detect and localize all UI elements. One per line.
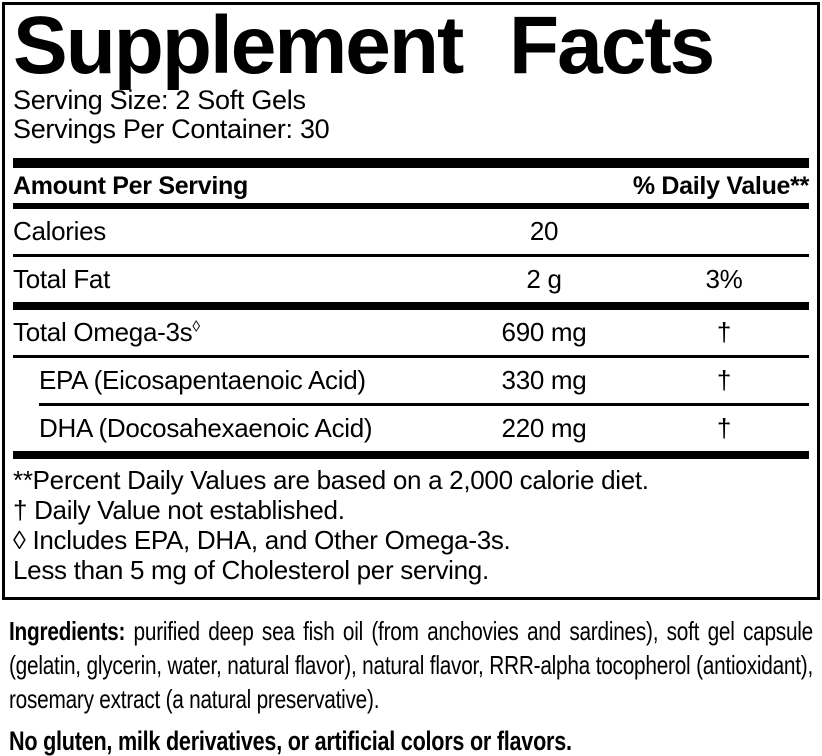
footnote-percent-daily-value: **Percent Daily Values are based on a 2,… [13,464,649,495]
nutrient-daily-value: † [716,316,732,347]
allergen-statement: No gluten, milk derivatives, or artifici… [9,725,572,756]
nutrient-amount: 690 mg [501,316,587,347]
divider-heavy-bottom [13,450,809,459]
nutrient-daily-value: † [716,364,732,395]
nutrient-name: EPA (Eicosapentaenoic Acid) [39,364,366,395]
nutrient-row-dha: DHA (Docosahexaenoic Acid) 220 mg † [13,406,809,451]
nutrient-row-total-fat: Total Fat 2 g 3% [13,257,809,302]
ingredients-text: purified deep sea fish oil (from anchovi… [9,615,814,714]
diamond-footnote-marker: ◊ [192,318,200,336]
footnote-cholesterol: Less than 5 mg of Cholesterol per servin… [13,554,489,585]
nutrient-name: DHA (Docosahexaenoic Acid) [39,412,373,443]
row-separator [13,253,809,257]
column-header-row: Amount Per Serving % Daily Value** [13,168,809,203]
nutrient-row-calories: Calories 20 [13,209,809,254]
row-separator-indented [39,402,809,406]
nutrient-amount: 2 g [526,263,562,294]
nutrient-name: Calories [13,215,106,246]
servings-per-container: Servings Per Container: 30 [13,113,330,144]
footnote-diamond: ◊ Includes EPA, DHA, and Other Omega-3s. [13,524,511,555]
divider-heavy-mid [13,301,809,310]
divider-medium [13,202,809,209]
nutrient-amount: 220 mg [501,412,587,443]
divider-thick-top [13,157,809,168]
below-box-section: Ingredients: purified deep sea fish oil … [0,602,822,756]
ingredients-label: Ingredients: [9,615,126,646]
ingredients-paragraph: Ingredients: purified deep sea fish oil … [9,614,813,716]
nutrient-amount: 20 [529,215,559,246]
label-title: Supplement Facts [13,0,715,91]
nutrient-name: Total Omega-3s◊ [13,316,449,347]
nutrient-name-text: Total Omega-3s [13,316,193,347]
nutrient-row-total-omega3: Total Omega-3s◊ 690 mg † [13,310,809,355]
daily-value-header: % Daily Value** [632,171,809,200]
facts-box: Supplement Facts Serving Size: 2 Soft Ge… [2,2,820,600]
nutrient-row-epa: EPA (Eicosapentaenoic Acid) 330 mg † [13,358,809,403]
nutrient-name: Total Fat [13,263,111,294]
serving-size: Serving Size: 2 Soft Gels [13,84,306,115]
footnote-dagger: † Daily Value not established. [13,494,345,525]
row-separator [13,354,809,358]
nutrient-amount: 330 mg [501,364,587,395]
amount-per-serving-header: Amount Per Serving [13,171,248,200]
footnotes-section: **Percent Daily Values are based on a 2,… [13,459,809,591]
nutrient-daily-value: † [716,412,732,443]
nutrient-daily-value: 3% [705,263,743,294]
